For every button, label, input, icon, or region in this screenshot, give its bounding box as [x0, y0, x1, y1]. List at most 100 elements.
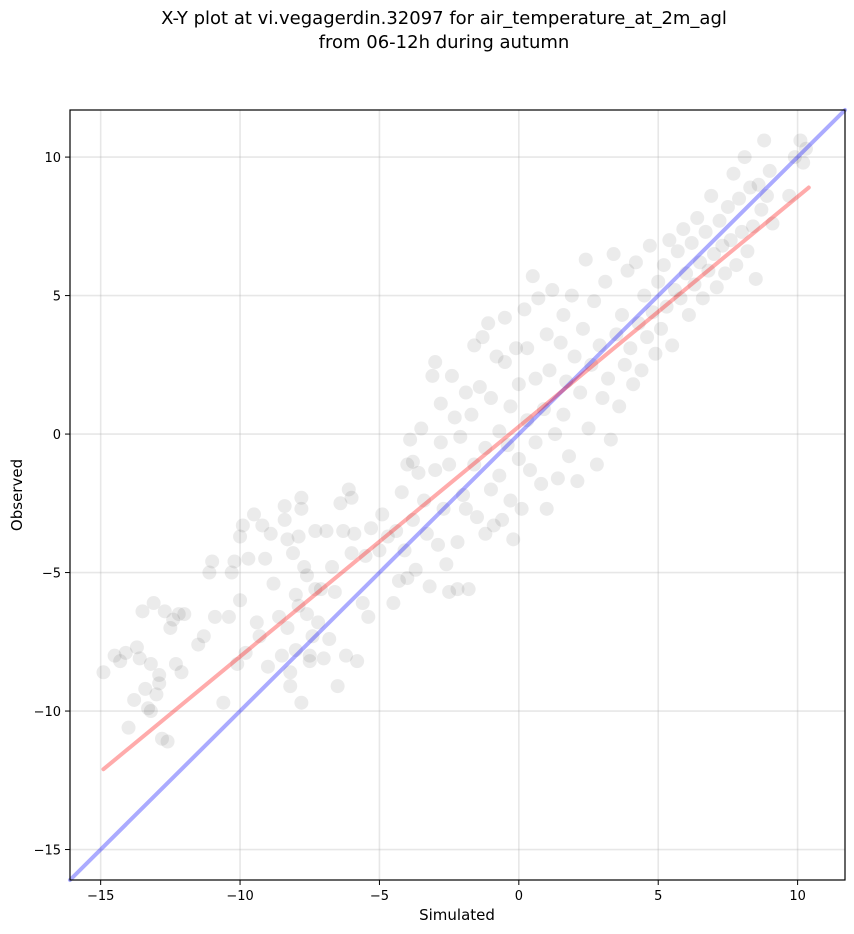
scatter-point — [612, 399, 627, 414]
scatter-point — [573, 385, 588, 400]
scatter-point — [470, 510, 485, 525]
scatter-point — [690, 211, 705, 226]
scatter-point — [489, 349, 504, 364]
scatter-point — [241, 551, 256, 566]
scatter-point — [355, 596, 370, 611]
x-tick-label: −10 — [226, 889, 253, 904]
scatter-point — [506, 532, 521, 547]
scatter-point — [171, 607, 186, 622]
scatter-point — [536, 402, 551, 417]
scatter-point — [341, 482, 356, 497]
scatter-point — [492, 468, 507, 483]
scatter-point — [291, 598, 306, 613]
scatter-point — [732, 191, 747, 206]
scatter-point — [709, 280, 724, 295]
scatter-point — [575, 321, 590, 336]
scatter-point — [221, 609, 236, 624]
scatter-point — [258, 551, 273, 566]
scatter-point — [428, 355, 443, 370]
scatter-point — [227, 554, 242, 569]
scatter-point — [550, 471, 565, 486]
scatter-point — [793, 133, 808, 148]
scatter-point — [522, 463, 537, 478]
scatter-point — [246, 507, 261, 522]
scatter-point — [687, 277, 702, 292]
scatter-point — [230, 656, 245, 671]
scatter-point — [497, 310, 512, 325]
scatter-point — [695, 291, 710, 306]
scatter-point — [503, 399, 518, 414]
x-axis-label: Simulated — [419, 906, 495, 924]
scatter-point — [224, 565, 239, 580]
scatter-point — [509, 341, 524, 356]
scatter-point — [138, 681, 153, 696]
scatter-point — [598, 274, 613, 289]
scatter-point — [606, 247, 621, 262]
scatter-point — [559, 374, 574, 389]
scatter-point — [316, 651, 331, 666]
scatter-point — [283, 679, 298, 694]
scatter-point — [614, 307, 629, 322]
scatter-point — [238, 645, 253, 660]
y-tick-label: 10 — [44, 151, 61, 166]
scatter-point — [233, 529, 248, 544]
x-tick-label: 10 — [789, 889, 806, 904]
scatter-point — [595, 391, 610, 406]
scatter-point — [174, 665, 189, 680]
scatter-point — [411, 465, 426, 480]
lines-layer — [68, 108, 847, 882]
scatter-point — [578, 252, 593, 267]
scatter-point — [260, 659, 275, 674]
scatter-point — [444, 368, 459, 383]
scatter-point — [252, 629, 267, 644]
scatter-point — [358, 548, 373, 563]
scatter-point — [347, 526, 362, 541]
scatter-point — [344, 490, 359, 505]
scatter-point — [160, 734, 175, 749]
scatter-point — [141, 701, 156, 716]
scatter-point — [706, 247, 721, 262]
y-tick-label: −10 — [34, 705, 61, 720]
scatter-point — [679, 266, 694, 281]
scatter-point — [302, 654, 317, 669]
scatter-point — [263, 526, 278, 541]
scatter-point — [350, 654, 365, 669]
scatter-point — [205, 554, 220, 569]
scatter-point — [294, 501, 309, 516]
scatter-point — [656, 258, 671, 273]
scatter-point — [640, 330, 655, 345]
y-axis-label: Observed — [8, 459, 26, 531]
scatter-point — [762, 163, 777, 178]
scatter-point — [503, 493, 518, 508]
scatter-point — [135, 604, 150, 619]
scatter-point — [456, 488, 471, 502]
scatter-point — [433, 396, 448, 411]
scatter-point — [286, 546, 301, 561]
scatter-point — [338, 648, 353, 663]
scatter-point — [405, 454, 420, 469]
scatter-point — [216, 695, 231, 710]
scatter-point — [272, 609, 287, 624]
scatter-point — [322, 632, 337, 647]
scatter-point — [143, 704, 158, 719]
scatter-point — [333, 496, 348, 511]
scatter-point — [539, 501, 554, 516]
scatter-point — [447, 410, 462, 425]
scatter-point — [233, 593, 248, 608]
scatter-point — [562, 449, 577, 464]
scatter-point — [191, 637, 206, 652]
scatter-point — [500, 438, 515, 453]
scatter-point — [726, 166, 741, 181]
scatter-point — [684, 235, 699, 250]
scatter-point — [380, 529, 395, 544]
scatter-point — [439, 557, 454, 572]
scatter-point — [436, 501, 451, 516]
y-tick-label: 0 — [53, 428, 61, 443]
scatter-point — [196, 629, 211, 644]
scatter-point — [589, 457, 604, 472]
scatter-point — [748, 271, 763, 286]
scatter-point — [743, 180, 758, 195]
scatter-point — [626, 377, 641, 392]
scatter-point — [132, 651, 147, 666]
scatter-point — [202, 565, 217, 580]
